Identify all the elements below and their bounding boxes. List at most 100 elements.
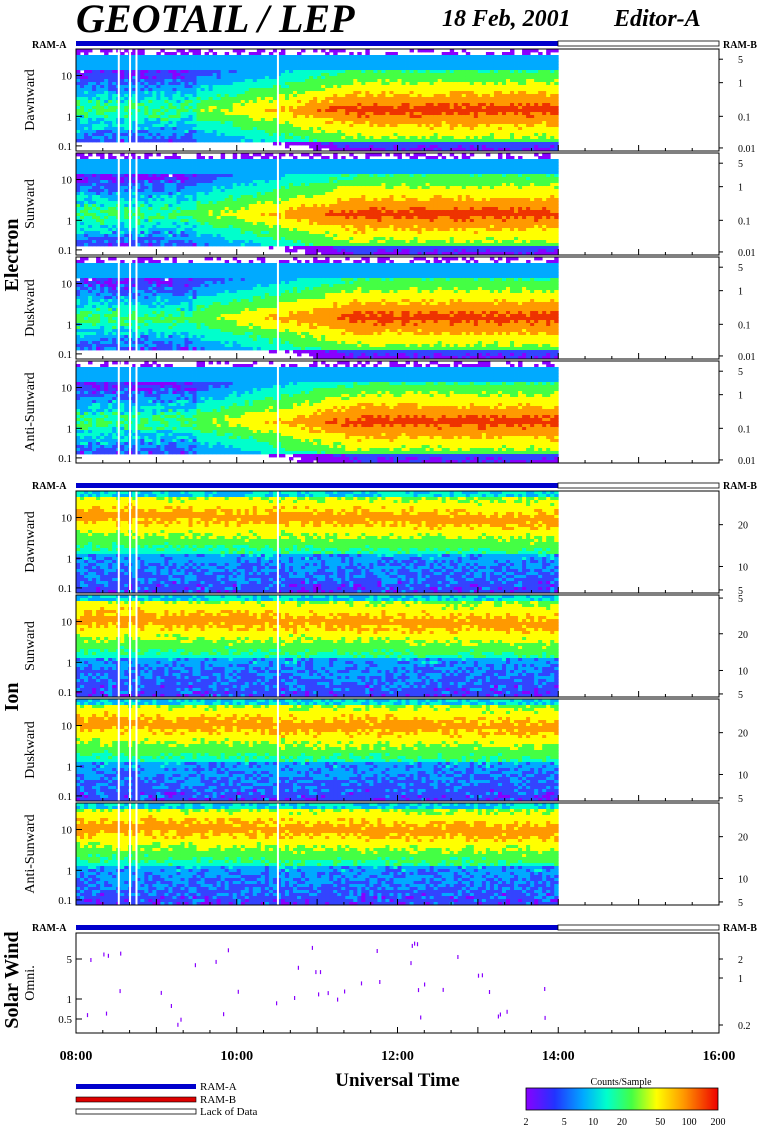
x-tick-label: 10:00 xyxy=(220,1049,253,1064)
panel-solar-wind-omni.: Omni. 5 1 0.5 2 1 0.2 xyxy=(23,932,751,1034)
figure-date: 18 Feb, 2001 xyxy=(442,6,571,32)
y-tick-label: 0.1 xyxy=(58,687,72,699)
right-tick-label: 5 xyxy=(738,594,743,605)
right-tick-label: 5 xyxy=(738,55,743,66)
legend-label-ram-a: RAM-A xyxy=(200,1081,237,1093)
status-legend: RAM-A RAM-B Lack of Data xyxy=(75,1081,258,1118)
colorbar-tick-label: 5 xyxy=(562,1117,567,1128)
group-label-ion: Ion xyxy=(1,683,23,712)
y-tick-label: 1 xyxy=(67,215,73,227)
right-tick-label: 10 xyxy=(738,562,748,573)
right-tick-label: 0.01 xyxy=(738,456,756,467)
ram-a-bar-ion xyxy=(76,483,558,488)
ram-a-label-ion: RAM-A xyxy=(32,481,67,492)
panel-electron-sunward: Sunward 10 1 0.1 5 1 0.1 0.01 xyxy=(23,152,756,259)
y-tick-label: 10 xyxy=(61,825,73,837)
legend-label-ram-b: RAM-B xyxy=(200,1094,236,1106)
spectrogram-image xyxy=(76,153,559,256)
spectrogram-image xyxy=(76,595,559,698)
y-tick-label: 1 xyxy=(67,319,73,331)
y-tick-label: 1 xyxy=(67,111,73,123)
panel-ion-sunward: Sunward 10 1 0.1 5 20 10 5 xyxy=(23,594,748,701)
right-tick-label: 1 xyxy=(738,974,743,985)
y-tick-label: 5 xyxy=(67,954,73,966)
panel-label: Sunward xyxy=(23,621,38,671)
ram-a-bar-electron xyxy=(76,41,558,46)
right-tick-label: 0.2 xyxy=(738,1021,751,1032)
legend-swatch-lack-of-data xyxy=(75,1108,197,1115)
time-axis: 08:00 10:00 12:00 14:00 16:00 Universal … xyxy=(60,1049,736,1091)
group-label-electron: Electron xyxy=(1,219,23,292)
right-tick-label: 5 xyxy=(738,586,743,597)
panel-electron-dawnward: Dawnward 10 1 0.1 5 1 0.1 0.01 xyxy=(23,48,756,155)
right-tick-label: 2 xyxy=(738,955,743,966)
panel-electron-anti-sunward: Anti-Sunward 10 1 0.1 5 1 0.1 0.01 xyxy=(23,360,756,467)
y-tick-label: 1 xyxy=(67,423,73,435)
colorbar-tick-label: 100 xyxy=(682,1117,697,1128)
spectrogram-image xyxy=(76,49,559,152)
figure-title: GEOTAIL / LEP xyxy=(76,0,355,41)
legend-label-lack-of-data: Lack of Data xyxy=(200,1106,258,1118)
right-tick-label: 5 xyxy=(738,367,743,378)
colorbar-tick-label: 10 xyxy=(588,1117,598,1128)
y-tick-label: 0.1 xyxy=(58,895,72,907)
ram-b-label-solarwind: RAM-B xyxy=(723,923,757,934)
colorbar-tick-label: 50 xyxy=(655,1117,665,1128)
y-tick-label: 0.1 xyxy=(58,349,72,361)
right-tick-label: 1 xyxy=(738,287,743,298)
panel-label: Sunward xyxy=(23,179,38,229)
y-tick-label: 10 xyxy=(61,513,73,525)
right-tick-label: 0.01 xyxy=(738,352,756,363)
legend-swatch-ram-b xyxy=(75,1096,197,1103)
x-axis-title: Universal Time xyxy=(335,1070,459,1091)
y-tick-label: 10 xyxy=(61,383,73,395)
right-tick-label: 5 xyxy=(738,263,743,274)
ram-a-label-solarwind: RAM-A xyxy=(32,923,67,934)
y-tick-label: 0.1 xyxy=(58,453,72,465)
right-tick-label: 1 xyxy=(738,391,743,402)
right-tick-label: 20 xyxy=(738,833,748,844)
y-tick-label: 1 xyxy=(67,657,73,669)
colorbar-title: Counts/Sample xyxy=(590,1077,652,1088)
right-tick-label: 20 xyxy=(738,729,748,740)
colorbar-tick-label: 2 xyxy=(524,1117,529,1128)
spectrogram-image xyxy=(76,803,559,906)
right-tick-label: 0.1 xyxy=(738,216,751,227)
y-tick-label: 10 xyxy=(61,71,73,83)
spectrogram-image xyxy=(76,257,559,360)
colorbar-tick-label: 200 xyxy=(711,1117,726,1128)
lack-of-data-bar-electron xyxy=(557,40,720,47)
colorbar-tick-label: 20 xyxy=(617,1117,627,1128)
right-tick-label: 5 xyxy=(738,159,743,170)
y-tick-label: 1 xyxy=(67,994,73,1006)
x-tick-label: 12:00 xyxy=(381,1049,414,1064)
panel-label: Dawnward xyxy=(23,69,38,130)
lack-of-data-bar-solarwind xyxy=(557,924,720,931)
colorbar: Counts/Sample 2 5 10 20 50 100 200 xyxy=(524,1077,726,1128)
right-tick-label: 20 xyxy=(738,630,748,641)
right-tick-label: 10 xyxy=(738,770,748,781)
spectrogram-panels: Dawnward 10 1 0.1 5 1 0.1 0.01 Sunward 10 1 0.1 5 1 0.… xyxy=(23,48,756,1034)
spectrogram-image xyxy=(76,491,559,594)
spectrogram-image xyxy=(76,361,559,464)
right-tick-label: 5 xyxy=(738,898,743,909)
right-tick-label: 0.01 xyxy=(738,248,756,259)
spectrogram-image xyxy=(76,699,559,802)
right-tick-label: 0.01 xyxy=(738,144,756,155)
ram-b-label-electron: RAM-B xyxy=(723,40,757,51)
right-tick-label: 10 xyxy=(738,666,748,677)
right-tick-label: 1 xyxy=(738,79,743,90)
y-tick-label: 10 xyxy=(61,617,73,629)
panel-label: Duskward xyxy=(23,279,38,337)
y-tick-label: 1 xyxy=(67,553,73,565)
panel-electron-duskward: Duskward 10 1 0.1 5 1 0.1 0.01 xyxy=(23,256,756,363)
y-tick-label: 0.1 xyxy=(58,583,72,595)
right-tick-label: 10 xyxy=(738,874,748,885)
right-tick-label: 0.1 xyxy=(738,424,751,435)
y-tick-label: 0.1 xyxy=(58,141,72,153)
figure-editor: Editor-A xyxy=(613,6,701,32)
lack-of-data-bar-ion xyxy=(557,482,720,489)
right-tick-label: 5 xyxy=(738,690,743,701)
right-tick-label: 5 xyxy=(738,794,743,805)
